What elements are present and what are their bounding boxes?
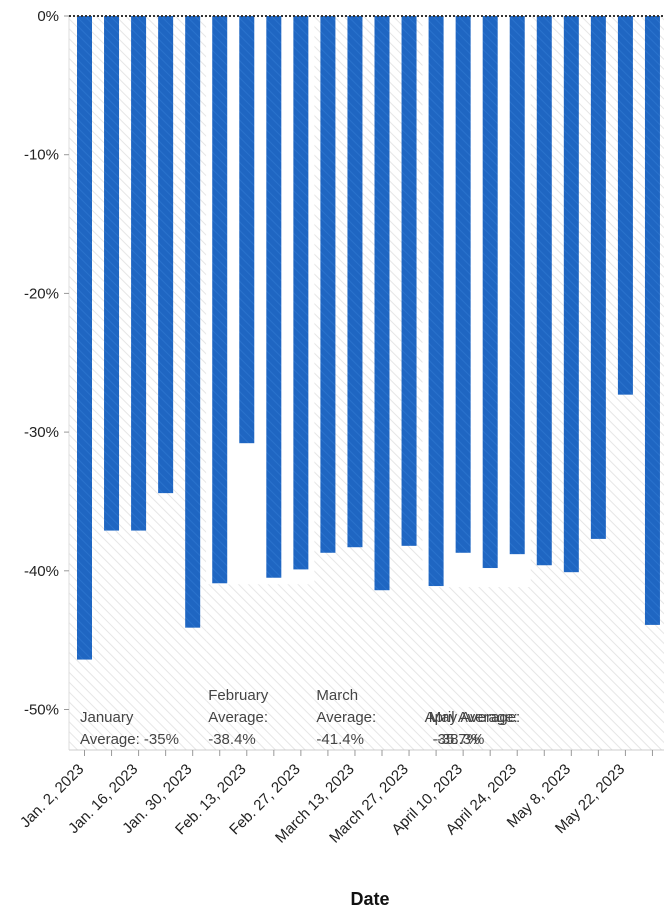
annotation-march-line3: -41.4%: [316, 731, 364, 748]
bar: [185, 16, 201, 628]
bar: [428, 16, 444, 587]
annotation-march-line2: Average:: [316, 709, 376, 726]
y-tick-label: -50%: [24, 702, 59, 719]
annotation-may-line1: May Average:: [429, 709, 520, 726]
x-axis-title: Date: [350, 889, 389, 907]
bar: [266, 16, 282, 578]
y-tick-label: -10%: [24, 147, 59, 164]
annotation-april-line2: -35.7%: [433, 731, 481, 748]
bar: [347, 16, 363, 548]
annotation-may-line2: -38.3%: [437, 731, 485, 748]
bar: [590, 16, 606, 539]
bar: [239, 16, 255, 444]
month-band-lower-hatch-february: [206, 584, 315, 750]
y-tick-label: -20%: [24, 285, 59, 302]
y-tick-label: -40%: [24, 563, 59, 580]
annotation-february-line1: February: [208, 687, 269, 704]
bar: [320, 16, 336, 553]
bar: [77, 16, 92, 660]
y-axis: 0% -10% -20% -30% -40% -50%: [24, 8, 70, 750]
bar: [563, 16, 579, 573]
bar: [509, 16, 525, 555]
month-annotations: January Average: -35% February Average: -38.…: [80, 687, 520, 748]
bar: [374, 16, 390, 591]
annotation-february-line2: Average:: [208, 709, 268, 726]
bar: [455, 16, 471, 553]
y-tick-label: 0%: [37, 8, 59, 25]
bar: [104, 16, 120, 531]
annotation-february-line3: -38.4%: [208, 731, 256, 748]
bars: [77, 16, 660, 660]
bar: [293, 16, 309, 570]
month-band-lower-hatch-april: [422, 587, 531, 750]
bar: [617, 16, 633, 395]
bar: [482, 16, 498, 569]
y-tick-label: -30%: [24, 424, 59, 441]
bar: [131, 16, 147, 531]
annotation-january-line1: January: [80, 709, 134, 726]
bar: [212, 16, 228, 584]
bar: [536, 16, 552, 566]
annotation-january-line2: Average: -35%: [80, 731, 179, 748]
bar: [158, 16, 174, 494]
annotation-april-line1: April Average:: [425, 709, 518, 726]
bar: [401, 16, 417, 546]
bar: [644, 16, 660, 625]
annotation-march-line1: March: [316, 687, 358, 704]
